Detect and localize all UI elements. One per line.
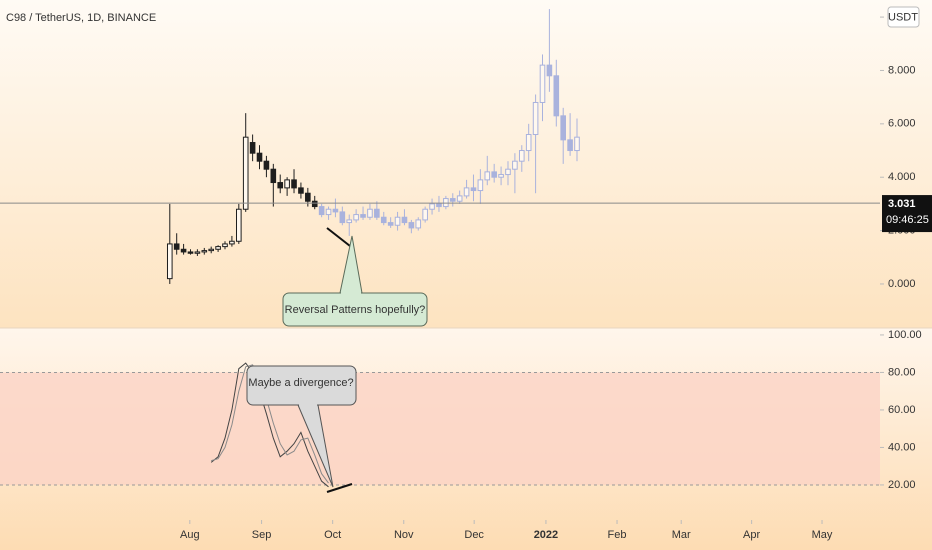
last-price-label: 3.031 <box>888 198 916 210</box>
candle-body <box>532 101 539 136</box>
callout-pointer <box>339 235 363 294</box>
candle-body <box>222 243 228 248</box>
candle-body <box>173 243 180 250</box>
chart-title: C98 / TetherUS, 1D, BINANCE <box>6 12 156 24</box>
candle-body <box>325 208 332 216</box>
candle-body <box>249 142 256 154</box>
candle-body <box>229 240 235 245</box>
y-tick-label: 80.00 <box>888 366 916 378</box>
candle-body <box>498 174 504 178</box>
candle-body <box>242 136 249 210</box>
x-tick-label: Feb <box>608 529 627 541</box>
candle-body <box>215 246 221 250</box>
x-tick-label: May <box>812 529 833 541</box>
candle-body <box>284 179 290 189</box>
candle-body <box>456 195 463 202</box>
annotation: Reversal Patterns hopefully? <box>285 304 426 316</box>
candle-body <box>332 208 339 213</box>
x-tick-label: Sep <box>252 529 272 541</box>
candle-body <box>415 219 422 229</box>
candle-body <box>408 222 415 229</box>
candle-body <box>574 136 580 152</box>
trend-line <box>326 483 353 493</box>
candle-body <box>270 168 277 184</box>
y-tick-label: 40.00 <box>888 441 916 453</box>
candle-body <box>380 216 387 224</box>
y-tick-label: 100.00 <box>888 329 922 341</box>
candle-body <box>277 182 284 189</box>
candle-body <box>394 216 401 226</box>
candle-body <box>180 248 187 253</box>
y-tick-label: 4.000 <box>888 171 916 183</box>
candle-body <box>387 222 394 226</box>
candle-body <box>346 219 353 224</box>
candle-body <box>187 251 194 254</box>
x-tick-label: 2022 <box>534 529 558 541</box>
candle-body <box>166 243 173 280</box>
candle-body <box>567 139 573 152</box>
candle-body <box>263 160 270 170</box>
x-tick-label: Oct <box>324 529 341 541</box>
candle-body <box>443 198 449 208</box>
countdown: 09:46:25 <box>886 214 929 226</box>
trend-line <box>326 227 351 247</box>
candle-body <box>560 115 567 141</box>
x-tick-label: Aug <box>180 529 200 541</box>
x-tick-label: Nov <box>394 529 414 541</box>
candle-body <box>311 200 318 208</box>
candle-body <box>208 248 214 252</box>
candle-body <box>429 203 435 210</box>
candle-body <box>505 168 511 176</box>
last-price-box <box>882 195 932 233</box>
candle-body <box>401 216 408 224</box>
candle-body <box>367 208 373 218</box>
candle-body <box>305 192 311 202</box>
y-tick-label: 8.000 <box>888 64 916 76</box>
candle-body <box>256 152 263 162</box>
candle-body <box>546 64 553 77</box>
candle-body <box>449 198 456 202</box>
candle-body <box>422 208 428 221</box>
y-tick-label: 6.000 <box>888 118 916 130</box>
candle-body <box>236 208 242 242</box>
candle-body <box>525 134 532 152</box>
candle-body <box>477 179 484 192</box>
x-tick-label: Apr <box>743 529 760 541</box>
rsi-line <box>210 362 329 488</box>
currency: USDT <box>888 11 918 23</box>
rsi-band <box>0 372 880 485</box>
candle-body <box>318 206 325 216</box>
callout-pointer <box>297 404 334 488</box>
y-tick-label: 20.00 <box>888 479 916 491</box>
candle-body <box>353 214 359 221</box>
annotation: Maybe a divergence? <box>248 377 353 389</box>
candle-body <box>436 203 442 208</box>
candle-body <box>518 150 525 162</box>
candle-body <box>463 187 470 197</box>
currency-badge[interactable] <box>887 6 920 28</box>
candle-body <box>339 211 346 224</box>
x-tick-label: Mar <box>672 529 691 541</box>
price-pane <box>0 0 932 328</box>
candle-body <box>512 160 518 170</box>
candle-body <box>484 171 491 181</box>
candle-body <box>201 250 208 253</box>
candle-body <box>194 251 201 254</box>
y-tick-label: 0.000 <box>888 278 916 290</box>
candle-body <box>360 214 366 218</box>
candle-body <box>470 187 477 192</box>
x-tick-label: Dec <box>464 529 484 541</box>
candle-body <box>298 187 304 194</box>
candle-body <box>491 171 497 178</box>
candle-body <box>539 64 546 103</box>
y-tick-label: 60.00 <box>888 404 916 416</box>
candle-body <box>291 179 297 189</box>
rsi-line <box>211 364 329 484</box>
candle-body <box>374 208 380 218</box>
candle-body <box>553 75 560 117</box>
